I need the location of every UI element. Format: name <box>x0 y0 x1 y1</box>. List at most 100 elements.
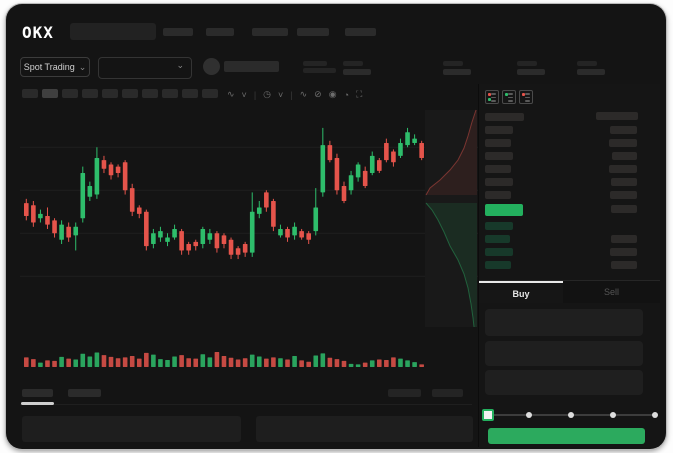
stat-value <box>343 69 371 75</box>
icon-line <box>525 93 530 95</box>
icon-line <box>491 100 496 102</box>
volume-bar <box>348 363 354 367</box>
volume-bar <box>320 353 326 367</box>
slider-stop[interactable] <box>568 412 574 418</box>
candle-body <box>45 216 50 225</box>
nav-item[interactable] <box>163 28 193 36</box>
chevron-down-icon[interactable]: ˅ <box>241 89 247 100</box>
bid-price[interactable] <box>485 261 511 269</box>
volume-bar <box>292 356 297 367</box>
depth-dot <box>488 98 491 101</box>
order-input-field[interactable] <box>485 370 643 395</box>
slider-stop[interactable] <box>652 412 658 418</box>
bid-amount <box>611 235 637 243</box>
tab-sell[interactable]: Sell <box>563 281 660 303</box>
candlestick-chart[interactable] <box>20 108 478 372</box>
fullscreen-icon[interactable]: ⛶ <box>356 89 363 99</box>
last-price-line <box>303 61 327 66</box>
candle-body <box>122 162 128 191</box>
buy-submit-button[interactable] <box>488 428 645 444</box>
volume-bar <box>264 358 269 367</box>
trade-tabbar: Buy Sell <box>479 281 660 303</box>
bottom-action-button[interactable] <box>432 389 463 397</box>
candle-body <box>278 228 283 236</box>
app-window: OKX Spot Trading ⌄ ⌄ ∿ ˅ | ◷ ˅ | ∿ ⊘ ◉ ◔ ⛶ <box>6 4 666 449</box>
search-input[interactable] <box>70 23 156 40</box>
nav-item[interactable] <box>206 28 234 36</box>
candle-body <box>108 164 114 176</box>
slider-handle[interactable] <box>482 409 494 421</box>
order-input-field[interactable] <box>485 341 643 366</box>
chevron-down-icon: ⌄ <box>78 61 87 72</box>
volume-bar <box>384 359 389 367</box>
volume-bar <box>66 358 71 367</box>
bid-price[interactable] <box>485 235 510 243</box>
ask-price[interactable] <box>485 126 513 134</box>
bottom-tab[interactable] <box>68 389 101 397</box>
timeframe-button[interactable] <box>22 89 38 98</box>
stat-label <box>343 61 363 66</box>
volume-bar <box>405 360 410 367</box>
orderbook-header-left <box>485 113 524 121</box>
chevron-down-icon[interactable]: ˅ <box>278 89 284 100</box>
slider-stop[interactable] <box>610 412 616 418</box>
timeframe-button[interactable] <box>62 89 78 98</box>
pair-selector-dropdown[interactable]: ⌄ <box>98 57 192 79</box>
bottom-action-button[interactable] <box>388 389 421 397</box>
timeframe-button[interactable] <box>82 89 98 98</box>
timeframe-button[interactable] <box>182 89 198 98</box>
line-type-icon[interactable]: ∿ <box>227 89 235 99</box>
timeframe-button[interactable] <box>202 89 218 98</box>
order-input-field[interactable] <box>485 309 643 336</box>
ask-price[interactable] <box>485 178 513 186</box>
book-bids-icon[interactable] <box>502 90 516 104</box>
timeframe-button[interactable] <box>42 89 58 98</box>
last-price-bar[interactable] <box>485 204 523 216</box>
book-combined-icon[interactable] <box>485 90 499 104</box>
volume-bar <box>377 359 382 367</box>
book-asks-icon[interactable] <box>519 90 533 104</box>
candle-body <box>136 207 142 214</box>
divider: | <box>290 89 293 100</box>
ask-price[interactable] <box>485 191 511 199</box>
bid-price[interactable] <box>485 248 513 256</box>
camera-icon[interactable]: ◉ <box>328 89 337 99</box>
candle-body <box>369 155 375 174</box>
timeframe-button[interactable] <box>102 89 118 98</box>
slider-stop[interactable] <box>526 412 532 418</box>
nav-item[interactable] <box>345 28 376 36</box>
depth-region <box>425 110 477 327</box>
divider <box>20 404 472 405</box>
ask-amount <box>609 139 637 147</box>
wave-icon[interactable]: ∿ <box>299 89 308 99</box>
candle-body <box>31 205 36 223</box>
volume-bar <box>52 360 57 367</box>
timeframe-button[interactable] <box>122 89 138 98</box>
ask-price[interactable] <box>485 139 511 147</box>
volume-bar <box>299 360 304 367</box>
timeframe-button[interactable] <box>142 89 158 98</box>
candle-body <box>327 145 333 161</box>
eraser-icon[interactable]: ⊘ <box>314 89 322 99</box>
history-icon[interactable]: ◔ <box>343 89 350 100</box>
ask-price[interactable] <box>485 152 513 160</box>
market-type-dropdown[interactable]: Spot Trading ⌄ <box>20 57 90 77</box>
candle-body <box>87 185 93 197</box>
ask-price[interactable] <box>485 165 511 173</box>
indicator-icon[interactable]: ◷ <box>263 89 272 99</box>
tab-buy[interactable]: Buy <box>479 281 563 305</box>
volume-bar <box>256 356 262 367</box>
volume-bar <box>186 358 191 367</box>
nav-item[interactable] <box>252 28 288 36</box>
candle-body <box>285 228 290 238</box>
bid-price[interactable] <box>485 222 513 230</box>
volume-bar <box>80 353 86 367</box>
candle-body <box>193 241 199 247</box>
volume-bar <box>172 356 177 367</box>
volume-bar <box>362 362 368 367</box>
bottom-tab[interactable] <box>22 389 53 397</box>
volume-bar <box>419 364 424 367</box>
volume-bar <box>45 360 50 367</box>
nav-item[interactable] <box>297 28 329 36</box>
timeframe-button[interactable] <box>162 89 178 98</box>
